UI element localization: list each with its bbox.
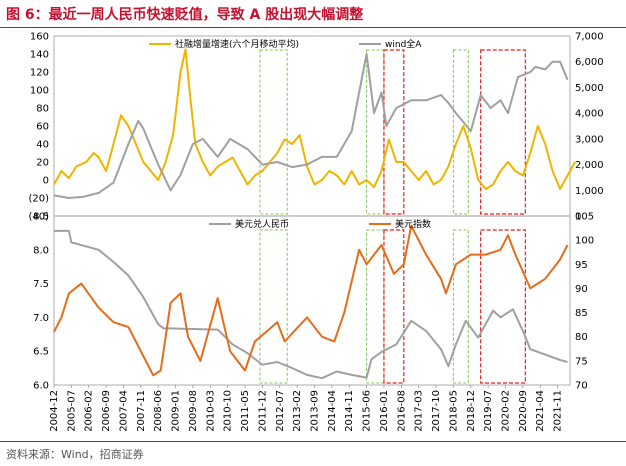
series-line-1 (54, 229, 568, 380)
left-axis-tick-label: 120 (30, 68, 49, 79)
x-axis-tick-label: 2017-03 (414, 390, 425, 432)
green-highlight-box (452, 229, 469, 384)
x-axis-tick-label: 2007-04 (118, 390, 129, 432)
right-axis-tick-label: 1,000 (575, 186, 604, 197)
right-axis-tick-label: 2,000 (575, 160, 604, 171)
left-axis-tick-label: 40 (36, 140, 49, 151)
source-note: 资料来源：Wind，招商证券 (6, 448, 144, 461)
right-axis-tick-label: 85 (575, 308, 588, 319)
right-axis-tick-label: 100 (575, 236, 594, 247)
x-axis-tick-label: 2014-11 (344, 390, 355, 432)
chart-panel-1: 160 140 120 100 80 60 40 20 0 (20) (40) 7,000 6,000 5… (28, 32, 603, 223)
x-axis-tick-label: 2012-07 (275, 390, 286, 432)
right-axis-tick-label: 90 (575, 284, 588, 295)
x-axis-tick-label: 2018-05 (448, 390, 459, 432)
left-axis-tick-label: 6.0 (33, 381, 49, 392)
right-axis-tick-label: 70 (575, 381, 588, 392)
right-axis-tick-label: 7,000 (575, 32, 604, 43)
plot-frame (53, 35, 571, 217)
series-line-2 (53, 224, 569, 377)
left-axis-tick-label: 100 (30, 86, 49, 97)
x-axis-tick-label: 2014-04 (327, 390, 338, 432)
left-axis-tick-label: 60 (36, 122, 49, 133)
left-axis-tick-label: 0 (43, 176, 49, 187)
series-line-1 (53, 48, 576, 190)
legend-label: 美元兑人民币 (235, 218, 289, 230)
right-axis-tick-label: 95 (575, 260, 588, 271)
left-axis-tick-label: 7.5 (33, 279, 49, 290)
right-axis-tick-label: 5,000 (575, 83, 604, 94)
left-axis-tick-label: 8.5 (33, 212, 49, 223)
red-highlight-box (480, 229, 526, 384)
x-axis-tick-label: 2018-12 (466, 390, 477, 432)
x-axis-tick-label: 2004-12 (49, 390, 60, 432)
x-axis-tick-label: 2020-02 (501, 390, 512, 432)
right-axis-tick-label: 105 (575, 212, 594, 223)
x-axis-tick-label: 2006-02 (84, 390, 95, 432)
left-axis-tick-label: 8.0 (33, 245, 49, 256)
x-axis-tick-label: 2011-12 (257, 390, 268, 432)
page-title: 图 6：最近一周人民币快速贬值，导致 A 股出现大幅调整 (6, 7, 364, 23)
right-axis-tick-label: 75 (575, 356, 588, 367)
x-axis-tick-label: 2021-11 (553, 390, 564, 432)
x-axis-tick-label: 2013-02 (292, 390, 303, 432)
chart-canvas: 160 140 120 100 80 60 40 20 0 (20) (40) 7,000 6,000 5… (28, 32, 603, 432)
x-axis-tick-label: 2020-09 (518, 390, 529, 432)
left-axis-tick-label: 160 (30, 32, 49, 43)
x-axis-tick-label: 2010-10 (223, 390, 234, 432)
x-axis-tick-label: 2006-09 (101, 390, 112, 432)
right-axis-tick-label: 80 (575, 332, 588, 343)
footer-divider (0, 441, 626, 442)
x-axis-tick-label: 2016-08 (396, 390, 407, 432)
left-axis-tick-label: 6.5 (33, 347, 49, 358)
x-axis-tick-label: 2016-01 (379, 390, 390, 432)
red-highlight-box (383, 49, 405, 215)
x-axis-tick-label: 2007-11 (136, 390, 147, 432)
legend-label: 美元指数 (395, 218, 431, 230)
left-axis-tick-label: 20 (36, 158, 49, 169)
right-axis-tick-label: 4,000 (575, 109, 604, 120)
x-axis-tick-label: 2015-06 (362, 390, 373, 432)
x-axis-tick-label: 2005-07 (66, 390, 77, 432)
left-axis-tick-label: (40) (28, 212, 49, 223)
red-highlight-box (480, 49, 526, 215)
green-highlight-box (259, 229, 288, 384)
left-axis-tick-label: 80 (36, 104, 49, 115)
right-axis-tick-label: 6,000 (575, 57, 604, 68)
legend-label: wind全A (385, 38, 422, 50)
x-axis-tick-label: 2021-04 (535, 390, 546, 432)
green-highlight-box (259, 49, 288, 215)
plot-frame (53, 215, 571, 386)
x-axis-tick-label: 2013-09 (309, 390, 320, 432)
left-axis-tick-label: 7.0 (33, 313, 49, 324)
chart-panel-2: 8.5 8.0 7.5 7.0 6.5 6.0 105 100 95 90 85 80 75 70 美元兑人… (33, 212, 594, 432)
legend-label: 社融增量增速(六个月移动平均) (175, 38, 299, 50)
x-axis-tick-label: 2019-07 (483, 390, 494, 432)
left-axis-tick-label: (20) (28, 194, 49, 205)
x-axis-tick-label: 2010-03 (205, 390, 216, 432)
x-axis-tick-label: 2009-08 (188, 390, 199, 432)
x-axis-tick-label: 2009-01 (171, 390, 182, 432)
green-highlight-box (366, 49, 385, 215)
title-divider (0, 27, 626, 28)
x-axis-tick-label: 2008-06 (153, 390, 164, 432)
green-highlight-box (452, 49, 469, 215)
right-axis-tick-label: 3,000 (575, 134, 604, 145)
series-line-2 (53, 53, 569, 199)
x-axis-tick-label: 2011-05 (240, 390, 251, 432)
right-axis-tick-label: 0 (575, 212, 581, 223)
left-axis-tick-label: 140 (30, 50, 49, 61)
red-highlight-box (383, 229, 405, 384)
x-axis-tick-label: 2017-10 (431, 390, 442, 432)
